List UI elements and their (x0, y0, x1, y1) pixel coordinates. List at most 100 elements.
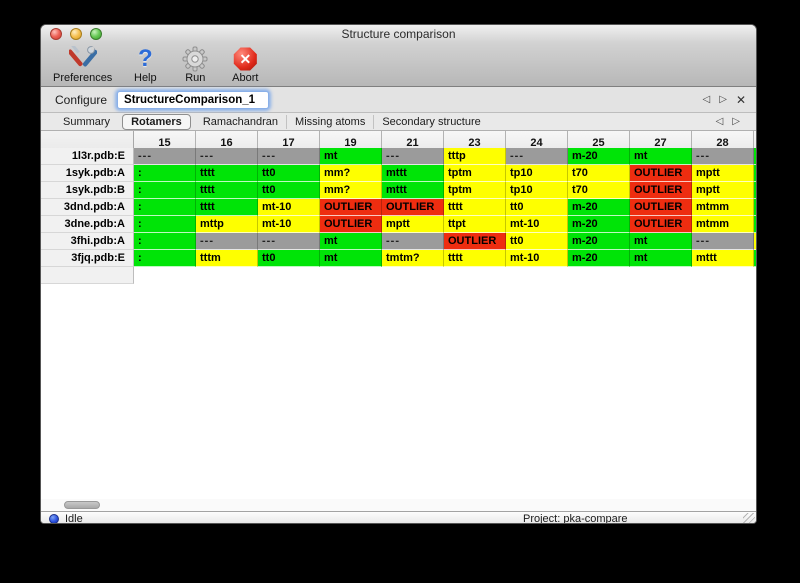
rotamer-cell[interactable]: OUTLIER (382, 199, 444, 216)
run-button[interactable]: Run (178, 45, 212, 84)
minimize-window-button[interactable] (70, 28, 82, 40)
rotamer-cell[interactable]: mt (630, 148, 692, 165)
rotamer-cell[interactable]: --- (506, 148, 568, 165)
tab-rotamers[interactable]: Rotamers (122, 113, 191, 130)
prev-configure-arrow-icon[interactable]: ◁ (702, 94, 711, 105)
rotamer-cell[interactable]: ttpt (444, 216, 506, 233)
rotamer-cell[interactable]: mtmm (692, 199, 754, 216)
abort-button[interactable]: ✕ Abort (228, 45, 262, 84)
rotamer-cell[interactable]: mptt (382, 216, 444, 233)
tab-ramachandran[interactable]: Ramachandran (202, 115, 279, 128)
rotamer-cell[interactable]: mttp (196, 216, 258, 233)
help-button[interactable]: ? Help (128, 45, 162, 85)
rotamer-cell[interactable]: mm? (320, 165, 382, 182)
close-window-button[interactable] (50, 28, 62, 40)
tab-secondary-structure[interactable]: Secondary structure (373, 114, 488, 129)
rotamer-cell[interactable]: mt (320, 250, 382, 267)
rotamer-cell[interactable]: tttm (196, 250, 258, 267)
rotamer-cell[interactable]: mttt (692, 250, 754, 267)
rotamer-cell[interactable]: --- (382, 233, 444, 250)
scrollbar-thumb[interactable] (64, 501, 100, 509)
rotamer-cell[interactable]: tp10 (506, 165, 568, 182)
next-configure-arrow-icon[interactable]: ▷ (719, 94, 727, 105)
tab-summary[interactable]: Summary (63, 115, 111, 128)
rotamer-cell[interactable]: m-20 (568, 216, 630, 233)
prev-tab-arrow-icon[interactable]: ◁ (715, 116, 724, 127)
row-label[interactable]: 3fhi.pdb:A (41, 233, 134, 250)
rotamer-cell[interactable]: --- (134, 148, 196, 165)
row-label[interactable]: 3dne.pdb:A (41, 216, 134, 233)
rotamer-cell[interactable]: tttt (444, 199, 506, 216)
row-label[interactable]: 1l3r.pdb:E (41, 148, 134, 165)
rotamer-cell[interactable]: OUTLIER (630, 199, 692, 216)
rotamer-cell[interactable]: mt (320, 233, 382, 250)
rotamer-cell[interactable]: : (134, 182, 196, 199)
rotamer-cell[interactable]: --- (382, 148, 444, 165)
zoom-window-button[interactable] (90, 28, 102, 40)
rotamer-cell[interactable]: mt (320, 148, 382, 165)
rotamer-cell[interactable]: tttt (444, 250, 506, 267)
rotamer-cell[interactable]: tp10 (506, 182, 568, 199)
rotamer-cell[interactable]: mm? (320, 182, 382, 199)
rotamer-cell[interactable]: mttt (382, 165, 444, 182)
preferences-button[interactable]: Preferences (53, 45, 112, 84)
rotamer-cell[interactable]: tttt (196, 199, 258, 216)
rotamer-cell[interactable]: m-20 (568, 148, 630, 165)
next-tab-arrow-icon[interactable]: ▷ (732, 116, 740, 127)
row-label[interactable]: 1syk.pdb:B (41, 182, 134, 199)
rotamer-cell[interactable]: tptm (444, 182, 506, 199)
rotamer-cell[interactable]: --- (692, 233, 754, 250)
rotamer-cell[interactable]: : (134, 199, 196, 216)
rotamer-cell[interactable]: OUTLIER (444, 233, 506, 250)
rotamer-cell[interactable]: tmtm? (382, 250, 444, 267)
rotamer-cell[interactable]: tttp (444, 148, 506, 165)
rotamer-cell[interactable]: mt (630, 233, 692, 250)
rotamer-cell[interactable]: mptt (692, 182, 754, 199)
horizontal-scrollbar[interactable] (41, 499, 756, 511)
rotamer-cell[interactable]: --- (258, 233, 320, 250)
rotamer-cell[interactable]: tt0 (258, 165, 320, 182)
rotamer-cell[interactable]: OUTLIER (630, 165, 692, 182)
rotamer-cell[interactable]: OUTLIER (320, 199, 382, 216)
rotamer-cell[interactable]: OUTLIER (320, 216, 382, 233)
rotamer-cell[interactable]: : (134, 233, 196, 250)
rotamer-cell[interactable]: : (134, 216, 196, 233)
rotamer-cell[interactable]: tt0 (506, 233, 568, 250)
rotamer-cell[interactable]: tptm (444, 165, 506, 182)
rotamer-cell[interactable]: --- (196, 233, 258, 250)
empty-cell (506, 267, 568, 284)
rotamer-cell[interactable]: mt (630, 250, 692, 267)
row-label[interactable]: 3dnd.pdb:A (41, 199, 134, 216)
rotamer-cell[interactable]: tttt (196, 165, 258, 182)
rotamer-cell[interactable]: mptt (692, 165, 754, 182)
rotamer-cell[interactable]: m-20 (568, 233, 630, 250)
title-bar[interactable]: Structure comparison (41, 25, 756, 43)
rotamer-cell[interactable]: --- (692, 148, 754, 165)
rotamer-cell[interactable]: mttt (382, 182, 444, 199)
rotamer-cell[interactable]: tttt (196, 182, 258, 199)
rotamer-cell[interactable]: m-20 (568, 250, 630, 267)
rotamer-cell[interactable]: tt0 (258, 182, 320, 199)
rotamer-cell[interactable]: --- (258, 148, 320, 165)
rotamer-cell[interactable]: t70 (568, 182, 630, 199)
rotamer-cell[interactable]: OUTLIER (630, 216, 692, 233)
configure-name-input[interactable] (117, 90, 270, 109)
rotamer-cell[interactable]: t70 (568, 165, 630, 182)
rotamer-cell[interactable]: mt-10 (506, 216, 568, 233)
rotamer-cell[interactable]: mt-10 (258, 216, 320, 233)
rotamer-cell[interactable]: : (134, 250, 196, 267)
resize-grip[interactable] (743, 513, 755, 523)
rotamer-cell[interactable]: mt-10 (506, 250, 568, 267)
row-label[interactable]: 1syk.pdb:A (41, 165, 134, 182)
rotamer-cell[interactable]: OUTLIER (630, 182, 692, 199)
rotamer-cell[interactable]: --- (196, 148, 258, 165)
tab-missing-atoms[interactable]: Missing atoms (286, 114, 373, 129)
rotamer-cell[interactable]: tt0 (258, 250, 320, 267)
rotamer-cell[interactable]: m-20 (568, 199, 630, 216)
close-configure-icon[interactable]: ✕ (735, 92, 746, 107)
rotamer-cell[interactable]: mtmm (692, 216, 754, 233)
row-label[interactable]: 3fjq.pdb:E (41, 250, 134, 267)
rotamer-cell[interactable]: : (134, 165, 196, 182)
rotamer-cell[interactable]: mt-10 (258, 199, 320, 216)
rotamer-cell[interactable]: tt0 (506, 199, 568, 216)
